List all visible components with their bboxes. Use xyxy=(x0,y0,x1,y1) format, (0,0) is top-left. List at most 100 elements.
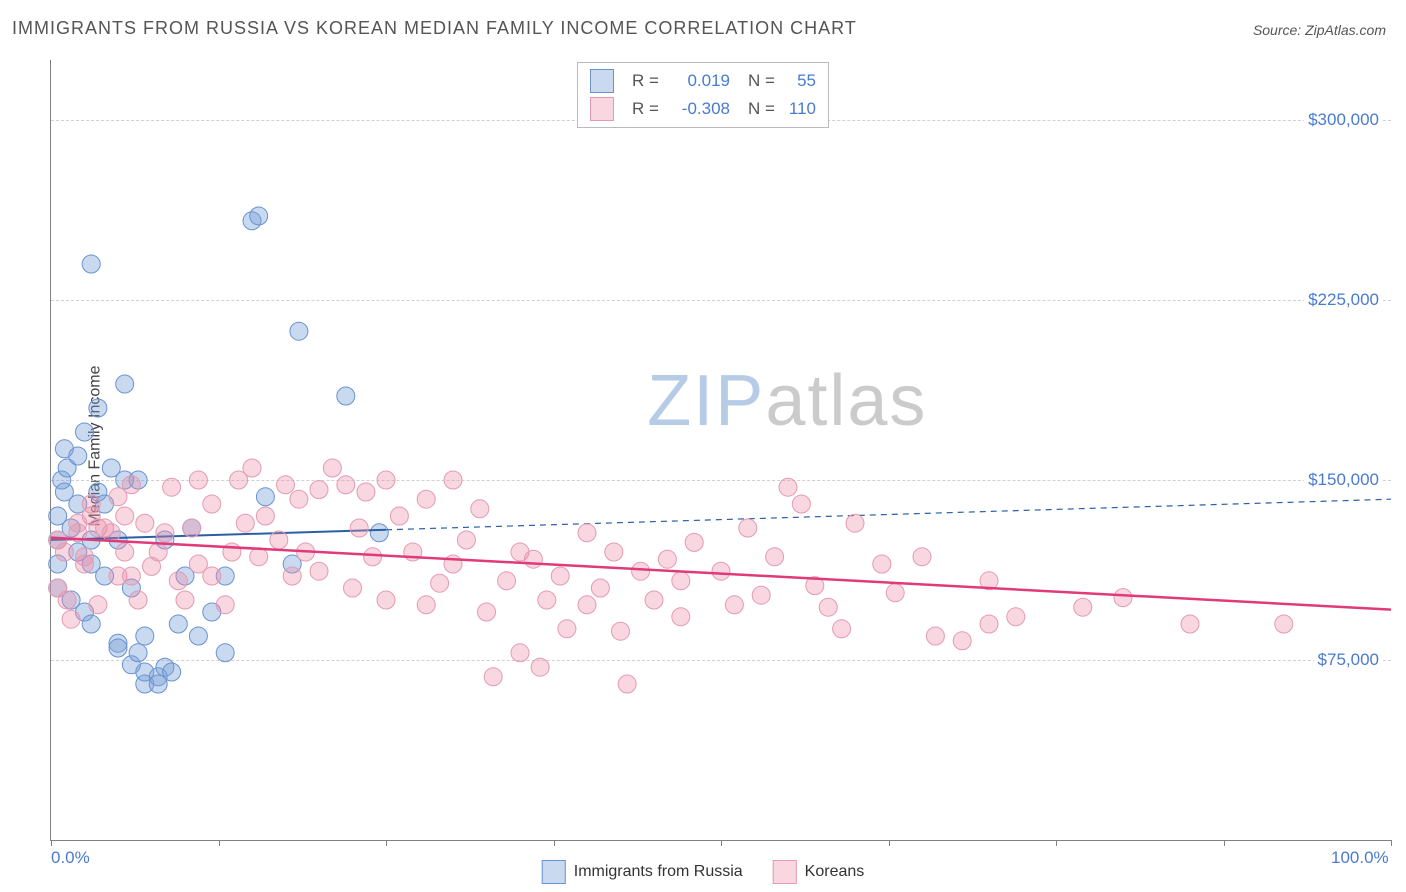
r-value: 0.019 xyxy=(670,71,730,91)
scatter-point xyxy=(82,255,100,273)
scatter-point xyxy=(431,574,449,592)
scatter-point xyxy=(685,533,703,551)
scatter-point xyxy=(792,495,810,513)
scatter-point xyxy=(538,591,556,609)
scatter-point xyxy=(102,524,120,542)
n-label: N = xyxy=(748,99,776,119)
scatter-point xyxy=(357,483,375,501)
source-label: Source: ZipAtlas.com xyxy=(1253,22,1386,38)
scatter-point xyxy=(76,555,94,573)
scatter-point xyxy=(766,548,784,566)
source-name: ZipAtlas.com xyxy=(1305,22,1386,38)
scatter-point xyxy=(223,543,241,561)
x-tick-mark xyxy=(554,840,555,846)
x-tick-label: 0.0% xyxy=(51,848,90,868)
scatter-point xyxy=(457,531,475,549)
scatter-point xyxy=(250,207,268,225)
scatter-point xyxy=(444,471,462,489)
trend-line-extrapolated xyxy=(386,499,1391,530)
scatter-point xyxy=(645,591,663,609)
scatter-point xyxy=(129,644,147,662)
scatter-point xyxy=(350,519,368,537)
scatter-point xyxy=(55,543,73,561)
scatter-point xyxy=(370,524,388,542)
scatter-point xyxy=(310,481,328,499)
scatter-point xyxy=(886,584,904,602)
scatter-point xyxy=(712,562,730,580)
scatter-point xyxy=(819,598,837,616)
n-label: N = xyxy=(748,71,776,91)
x-tick-mark xyxy=(1391,840,1392,846)
scatter-point xyxy=(256,507,274,525)
scatter-point xyxy=(1114,589,1132,607)
scatter-point xyxy=(913,548,931,566)
scatter-svg xyxy=(51,60,1391,840)
scatter-point xyxy=(364,548,382,566)
scatter-point xyxy=(377,471,395,489)
legend-item: Koreans xyxy=(773,860,865,884)
scatter-point xyxy=(69,447,87,465)
scatter-point xyxy=(203,567,221,585)
plot-area: $75,000$150,000$225,000$300,0000.0%100.0… xyxy=(50,60,1391,841)
scatter-point xyxy=(484,668,502,686)
series-legend: Immigrants from RussiaKoreans xyxy=(542,860,865,884)
scatter-point xyxy=(632,562,650,580)
scatter-point xyxy=(531,658,549,676)
scatter-point xyxy=(658,550,676,568)
scatter-point xyxy=(163,478,181,496)
scatter-point xyxy=(578,524,596,542)
scatter-point xyxy=(62,610,80,628)
scatter-point xyxy=(1181,615,1199,633)
scatter-point xyxy=(1074,598,1092,616)
scatter-point xyxy=(873,555,891,573)
scatter-point xyxy=(76,423,94,441)
scatter-point xyxy=(471,500,489,518)
scatter-point xyxy=(846,514,864,532)
scatter-point xyxy=(605,543,623,561)
scatter-point xyxy=(109,639,127,657)
scatter-point xyxy=(250,548,268,566)
scatter-point xyxy=(183,519,201,537)
source-prefix: Source: xyxy=(1253,22,1305,38)
scatter-point xyxy=(82,615,100,633)
legend-swatch xyxy=(773,860,797,884)
r-value: -0.308 xyxy=(670,99,730,119)
scatter-point xyxy=(612,622,630,640)
scatter-point xyxy=(953,632,971,650)
scatter-point xyxy=(377,591,395,609)
scatter-point xyxy=(779,478,797,496)
chart-title: IMMIGRANTS FROM RUSSIA VS KOREAN MEDIAN … xyxy=(12,18,857,39)
scatter-point xyxy=(149,543,167,561)
scatter-point xyxy=(129,591,147,609)
legend-row: R =0.019N =55 xyxy=(590,67,816,95)
scatter-point xyxy=(122,476,140,494)
scatter-point xyxy=(551,567,569,585)
legend-row: R =-0.308N =110 xyxy=(590,95,816,123)
legend-swatch xyxy=(542,860,566,884)
x-tick-mark xyxy=(1224,840,1225,846)
scatter-point xyxy=(417,596,435,614)
scatter-point xyxy=(310,562,328,580)
scatter-point xyxy=(156,524,174,542)
scatter-point xyxy=(189,627,207,645)
r-label: R = xyxy=(632,71,660,91)
scatter-point xyxy=(243,459,261,477)
scatter-point xyxy=(290,322,308,340)
scatter-point xyxy=(256,488,274,506)
scatter-point xyxy=(578,596,596,614)
x-tick-mark xyxy=(51,840,52,846)
x-tick-mark xyxy=(889,840,890,846)
correlation-legend: R =0.019N =55R =-0.308N =110 xyxy=(577,62,829,128)
x-tick-label: 100.0% xyxy=(1331,848,1389,868)
scatter-point xyxy=(672,572,690,590)
scatter-point xyxy=(498,572,516,590)
scatter-point xyxy=(116,543,134,561)
trend-line xyxy=(51,538,1391,610)
scatter-point xyxy=(1007,608,1025,626)
scatter-point xyxy=(725,596,743,614)
scatter-point xyxy=(390,507,408,525)
x-tick-mark xyxy=(721,840,722,846)
scatter-point xyxy=(136,514,154,532)
scatter-point xyxy=(926,627,944,645)
scatter-point xyxy=(672,608,690,626)
